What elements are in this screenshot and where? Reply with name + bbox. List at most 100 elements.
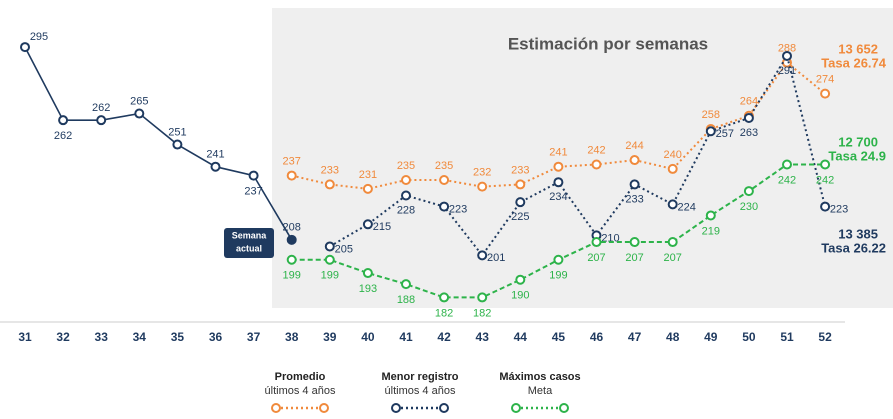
data-label: 241 bbox=[549, 147, 567, 159]
data-label: 205 bbox=[335, 243, 353, 255]
data-label: 235 bbox=[435, 160, 453, 172]
data-label: 233 bbox=[625, 193, 643, 205]
point bbox=[515, 179, 526, 190]
current-week-box bbox=[224, 228, 274, 258]
x-tick-label: 41 bbox=[399, 330, 413, 344]
point bbox=[629, 179, 640, 190]
data-label: 233 bbox=[511, 164, 529, 176]
point bbox=[286, 234, 297, 245]
legend-name: Máximos casos bbox=[499, 371, 580, 383]
data-label: 190 bbox=[511, 290, 529, 302]
point bbox=[667, 163, 678, 174]
point bbox=[210, 161, 221, 172]
point bbox=[629, 237, 640, 248]
point bbox=[324, 179, 335, 190]
data-label: 208 bbox=[283, 222, 301, 234]
x-tick-label: 38 bbox=[285, 330, 299, 344]
point bbox=[134, 108, 145, 119]
rate-label: Tasa 26.74 bbox=[821, 55, 887, 70]
data-label: 224 bbox=[678, 201, 696, 213]
point bbox=[248, 170, 259, 181]
legend-marker bbox=[391, 403, 401, 413]
point bbox=[439, 292, 450, 303]
data-label: 291 bbox=[778, 65, 796, 77]
x-tick-label: 40 bbox=[361, 330, 375, 344]
point bbox=[324, 254, 335, 265]
x-tick-label: 31 bbox=[18, 330, 32, 344]
data-label: 244 bbox=[625, 140, 643, 152]
data-label: 193 bbox=[359, 283, 377, 295]
x-tick-label: 43 bbox=[476, 330, 490, 344]
x-tick-label: 51 bbox=[780, 330, 794, 344]
point bbox=[401, 175, 411, 185]
x-tick-label: 36 bbox=[209, 330, 223, 344]
data-label: 242 bbox=[816, 174, 834, 186]
point bbox=[477, 292, 488, 303]
data-label: 242 bbox=[778, 174, 796, 186]
x-tick-label: 34 bbox=[133, 330, 147, 344]
x-tick-label: 50 bbox=[742, 330, 756, 344]
point bbox=[667, 237, 678, 248]
point bbox=[820, 88, 831, 99]
legend-marker bbox=[271, 403, 281, 413]
data-label: 264 bbox=[740, 96, 758, 108]
data-label: 199 bbox=[321, 270, 339, 282]
data-label: 228 bbox=[397, 204, 415, 216]
x-tick-label: 48 bbox=[666, 330, 680, 344]
legend-marker bbox=[559, 403, 569, 413]
data-label: 251 bbox=[168, 126, 186, 138]
data-label: 201 bbox=[487, 252, 505, 264]
data-label: 232 bbox=[473, 167, 491, 179]
legend-marker bbox=[511, 403, 521, 413]
total-label: 13 385 bbox=[838, 226, 878, 241]
legend-marker bbox=[319, 403, 329, 413]
x-tick-label: 44 bbox=[514, 330, 528, 344]
point bbox=[362, 219, 373, 230]
data-label: 263 bbox=[740, 127, 758, 139]
data-label: 262 bbox=[54, 130, 72, 142]
point bbox=[515, 197, 526, 208]
data-label: 207 bbox=[664, 252, 682, 264]
x-tick-label: 46 bbox=[590, 330, 604, 344]
x-tick-label: 52 bbox=[818, 330, 832, 344]
data-label: 241 bbox=[206, 149, 224, 161]
point bbox=[553, 161, 564, 172]
series-line bbox=[291, 61, 826, 190]
data-label: 231 bbox=[359, 169, 377, 181]
data-label: 242 bbox=[587, 144, 605, 156]
point bbox=[782, 50, 792, 61]
data-label: 258 bbox=[702, 109, 720, 121]
point bbox=[629, 155, 640, 166]
data-label: 223 bbox=[449, 203, 467, 215]
x-tick-label: 32 bbox=[56, 330, 70, 344]
x-tick-label: 35 bbox=[171, 330, 185, 344]
point bbox=[743, 186, 754, 197]
point bbox=[286, 170, 297, 181]
data-label: 207 bbox=[625, 252, 643, 264]
x-tick-label: 45 bbox=[552, 330, 566, 344]
point bbox=[477, 181, 488, 192]
point bbox=[286, 254, 297, 265]
rate-label: Tasa 24.9 bbox=[828, 148, 886, 163]
legend-name: Menor registro bbox=[381, 371, 458, 383]
total-label: 12 700 bbox=[838, 134, 878, 149]
data-label: 219 bbox=[702, 225, 720, 237]
x-tick-label: 49 bbox=[704, 330, 718, 344]
data-label: 235 bbox=[397, 160, 415, 172]
point bbox=[172, 139, 183, 150]
current-week-label: Semana bbox=[232, 230, 268, 240]
point bbox=[362, 268, 373, 279]
x-tick-label: 39 bbox=[323, 330, 337, 344]
point bbox=[743, 112, 754, 123]
data-label: 234 bbox=[549, 191, 567, 203]
point bbox=[439, 201, 450, 212]
data-label: 230 bbox=[740, 201, 758, 213]
point bbox=[439, 175, 450, 185]
data-label: 188 bbox=[397, 294, 415, 306]
total-label: 13 652 bbox=[838, 41, 878, 56]
current-week-label: actual bbox=[236, 243, 262, 253]
point bbox=[591, 237, 602, 248]
data-label: 237 bbox=[283, 155, 301, 167]
point bbox=[401, 190, 411, 201]
